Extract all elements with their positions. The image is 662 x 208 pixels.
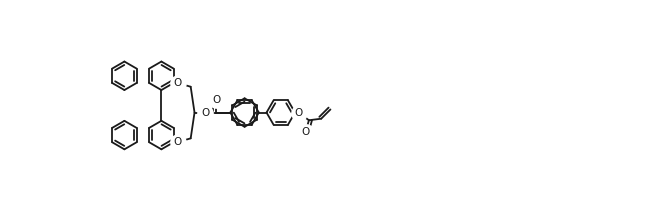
Text: O: O: [173, 137, 181, 147]
Text: O: O: [201, 108, 209, 118]
Text: O: O: [173, 78, 181, 88]
Text: O: O: [302, 127, 310, 137]
Text: O: O: [212, 95, 220, 105]
Text: O: O: [295, 108, 303, 118]
